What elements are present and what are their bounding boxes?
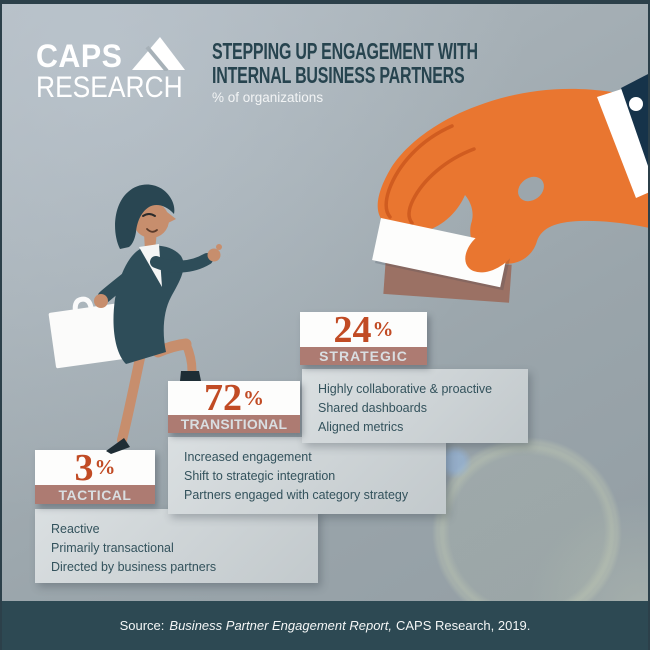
neck bbox=[144, 231, 157, 251]
step-block-shadow bbox=[375, 221, 513, 291]
collar bbox=[139, 244, 162, 287]
finger-line bbox=[407, 147, 476, 225]
face bbox=[133, 202, 169, 238]
tactical-detail: Reactive bbox=[51, 521, 100, 536]
tactical-step-box: 3% TACTICAL bbox=[35, 449, 155, 504]
left-hand bbox=[94, 294, 108, 308]
mountain-icon bbox=[131, 37, 185, 71]
transitional-step-box: 72% TRANSITIONAL bbox=[168, 379, 300, 433]
strategic-description-panel: Highly collaborative & proactive Shared … bbox=[302, 369, 528, 443]
strategic-percent: 24% bbox=[300, 311, 427, 349]
strategic-detail: Highly collaborative & proactive bbox=[318, 381, 493, 396]
mouth bbox=[146, 228, 158, 233]
page-title-line1: STEPPING UP ENGAGEMENT WITH bbox=[212, 38, 478, 64]
tactical-detail: Primarily transactional bbox=[51, 540, 174, 555]
strategic-detail: Aligned metrics bbox=[318, 419, 404, 434]
caps-research-logo: CAPS RESEARCH bbox=[36, 33, 203, 103]
logo-caps-text: CAPS bbox=[36, 38, 123, 74]
page-title-line2: INTERNAL BUSINESS PARTNERS bbox=[212, 62, 465, 88]
transitional-detail: Shift to strategic integration bbox=[184, 468, 336, 483]
source-prefix: Source: bbox=[119, 618, 165, 633]
percent-sign: % bbox=[243, 385, 264, 410]
right-hand bbox=[207, 248, 221, 262]
front-shin bbox=[181, 339, 197, 376]
right-thumb bbox=[216, 244, 222, 250]
tactical-detail: Directed by business partners bbox=[51, 559, 217, 574]
hand-orange bbox=[377, 88, 650, 264]
front-thigh bbox=[152, 338, 192, 358]
tactical-label: TACTICAL bbox=[35, 485, 155, 504]
finger-gap bbox=[518, 176, 544, 202]
percent-sign: % bbox=[94, 455, 116, 479]
step-block-white bbox=[372, 218, 510, 288]
transitional-label: TRANSITIONAL bbox=[168, 415, 300, 433]
step-block-mauve bbox=[383, 256, 512, 303]
nose bbox=[166, 212, 176, 224]
transitional-percent: 72% bbox=[168, 379, 300, 417]
briefcase-body bbox=[48, 303, 126, 369]
source-report-title: Business Partner Engagement Report, bbox=[169, 618, 392, 633]
header-titles: STEPPING UP ENGAGEMENT WITH INTERNAL BUS… bbox=[212, 39, 603, 105]
suit-sleeve bbox=[621, 72, 650, 172]
transitional-description-panel: Increased engagement Shift to strategic … bbox=[168, 437, 446, 514]
source-suffix: CAPS Research, 2019. bbox=[395, 618, 531, 633]
transitional-detail: Increased engagement bbox=[184, 449, 312, 464]
thumb bbox=[465, 225, 519, 273]
hair bbox=[115, 184, 175, 249]
briefcase bbox=[48, 296, 126, 369]
front-shoe bbox=[180, 371, 201, 381]
tactical-description-panel: Reactive Primarily transactional Directe… bbox=[35, 509, 318, 583]
source-footer: Source: Business Partner Engagement Repo… bbox=[0, 601, 650, 650]
shirt-cuff bbox=[597, 87, 650, 198]
transitional-detail: Partners engaged with category strategy bbox=[184, 487, 409, 502]
strategic-step-box: 24% STRATEGIC bbox=[300, 311, 427, 365]
finger-line bbox=[384, 124, 454, 219]
tactical-percent: 3% bbox=[35, 449, 155, 487]
back-leg bbox=[117, 353, 145, 445]
dress bbox=[113, 245, 184, 364]
strategic-label: STRATEGIC bbox=[300, 347, 427, 365]
cuff-button bbox=[629, 97, 643, 111]
left-arm bbox=[97, 254, 154, 304]
strategic-detail: Shared dashboards bbox=[318, 400, 427, 415]
eye bbox=[142, 213, 156, 217]
briefcase-handle bbox=[72, 296, 94, 312]
right-arm bbox=[150, 253, 213, 273]
page-subtitle: % of organizations bbox=[212, 90, 324, 105]
percent-sign: % bbox=[372, 317, 394, 341]
logo-research-text: RESEARCH bbox=[36, 71, 183, 104]
